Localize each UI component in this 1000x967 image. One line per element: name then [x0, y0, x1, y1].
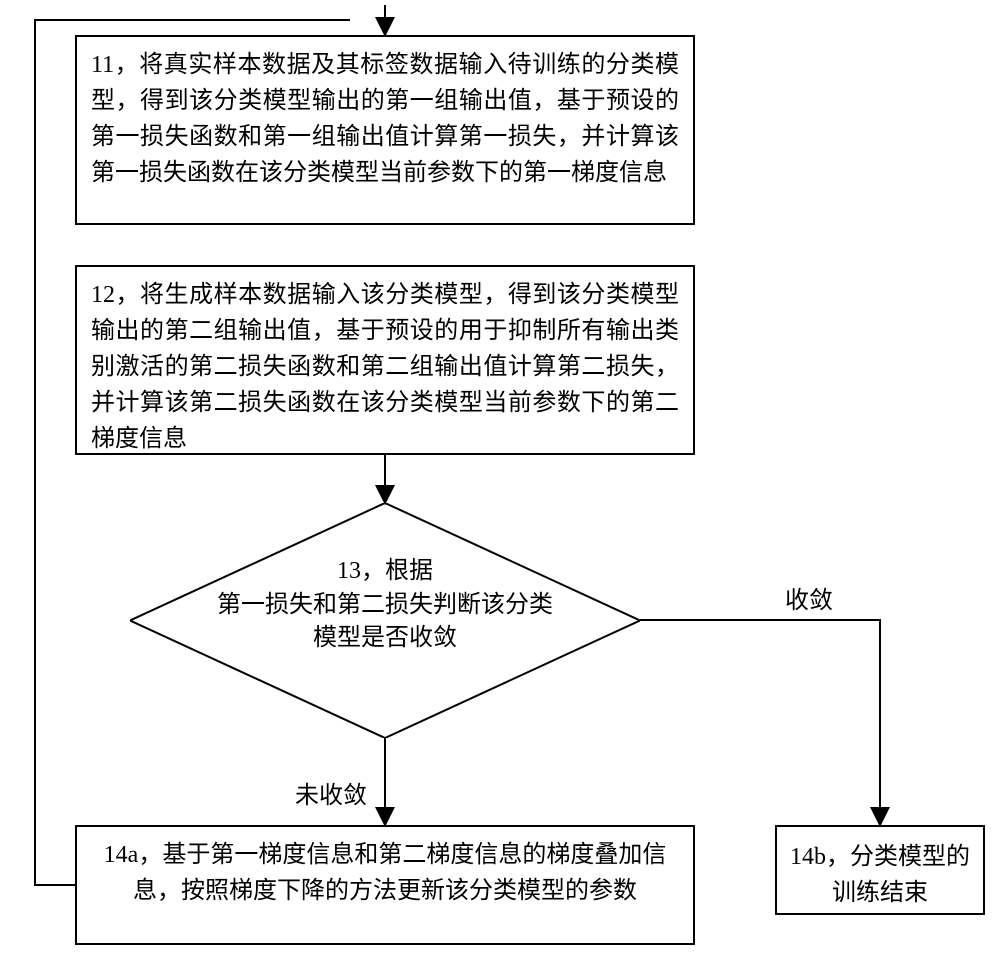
node-13-line2: 第一损失和第二损失判断该分类	[130, 589, 640, 623]
node-12-text: 12，将生成样本数据输入该分类模型，得到该分类模型输出的第二组输出值，基于预设的…	[91, 277, 679, 457]
edge-13-14b	[640, 620, 880, 825]
node-14a-text: 14a，基于第一梯度信息和第二梯度信息的梯度叠加信息，按照梯度下降的方法更新该分…	[91, 837, 679, 909]
node-14b-line2: 训练结束	[785, 875, 975, 911]
node-14b: 14b，分类模型的 训练结束	[775, 825, 985, 915]
node-12: 12，将生成样本数据输入该分类模型，得到该分类模型输出的第二组输出值，基于预设的…	[75, 265, 695, 455]
node-13: 13，根据 第一损失和第二损失判断该分类 模型是否收敛	[130, 503, 640, 738]
node-14a: 14a，基于第一梯度信息和第二梯度信息的梯度叠加信息，按照梯度下降的方法更新该分…	[75, 825, 695, 945]
node-11-text: 11，将真实样本数据及其标签数据输入待训练的分类模型，得到该分类模型输出的第一组…	[91, 47, 679, 191]
flowchart-canvas: 11，将真实样本数据及其标签数据输入待训练的分类模型，得到该分类模型输出的第一组…	[0, 0, 1000, 967]
edge-label-converged: 收敛	[785, 580, 833, 615]
node-11: 11，将真实样本数据及其标签数据输入待训练的分类模型，得到该分类模型输出的第一组…	[75, 35, 695, 225]
node-13-line1: 13，根据	[130, 555, 640, 589]
edge-label-notconverged: 未收敛	[295, 775, 367, 810]
node-13-line3: 模型是否收敛	[130, 622, 640, 656]
node-14b-line1: 14b，分类模型的	[785, 839, 975, 875]
